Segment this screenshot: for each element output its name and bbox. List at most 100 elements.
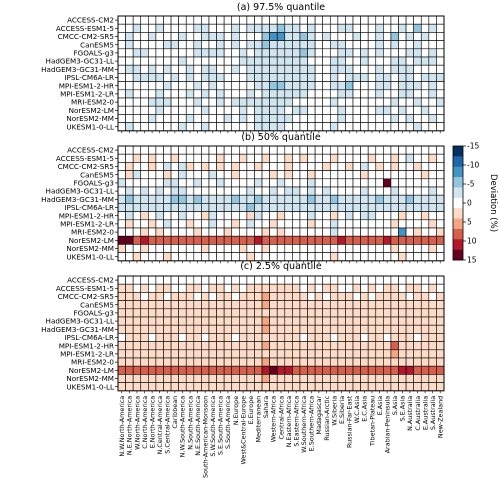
heatmap-cell [337, 292, 346, 301]
heatmap-cell [375, 23, 384, 33]
heatmap-cell [216, 178, 225, 188]
heatmap-cell [201, 252, 210, 262]
heatmap-cell [163, 374, 172, 383]
heatmap-cell [352, 73, 361, 82]
heatmap-cell [117, 89, 126, 99]
heatmap-cell [246, 64, 255, 74]
heatmap-cell [117, 235, 126, 245]
heatmap-cell [239, 324, 248, 334]
heatmap-cell [239, 316, 248, 326]
heatmap-cell [148, 73, 157, 82]
heatmap-cell [216, 105, 225, 115]
heatmap-cell [246, 203, 255, 212]
heatmap-cell [216, 64, 225, 74]
heatmap-cell [299, 374, 308, 383]
heatmap-cell [246, 244, 255, 253]
heatmap-cell [375, 235, 384, 245]
heatmap-cell [254, 97, 263, 107]
heatmap-cell [163, 81, 172, 91]
heatmap-cell [140, 23, 149, 33]
heatmap-cell [383, 227, 392, 237]
heatmap-cell [223, 324, 233, 334]
heatmap-cell [284, 333, 293, 342]
heatmap-cell [360, 153, 369, 163]
heatmap-cell [276, 186, 286, 196]
heatmap-cell [367, 219, 377, 229]
heatmap-cell [329, 40, 339, 50]
heatmap-cell [299, 382, 308, 392]
heatmap-cell [239, 194, 248, 204]
heatmap-cell [269, 341, 278, 351]
heatmap-cell [269, 244, 278, 253]
heatmap-cell [132, 211, 142, 221]
heatmap-cell [239, 341, 248, 351]
heatmap-cell [345, 194, 354, 204]
heatmap-cell [276, 292, 286, 301]
heatmap-cell [360, 186, 369, 196]
heatmap-cell [345, 153, 354, 163]
heatmap-cell [125, 382, 134, 392]
heatmap-cell [405, 48, 414, 58]
heatmap-cell [337, 227, 346, 237]
heatmap-cell [413, 211, 422, 221]
heatmap-cell [140, 292, 149, 301]
heatmap-cell [420, 73, 430, 82]
heatmap-cell [254, 40, 263, 50]
heatmap-cell [223, 382, 233, 392]
heatmap-cell [201, 186, 210, 196]
heatmap-cell [420, 333, 430, 342]
heatmap-cell [398, 275, 407, 285]
heatmap-cell [276, 145, 286, 155]
heatmap-cell [292, 145, 301, 155]
heatmap-cell [284, 48, 293, 58]
heatmap-cell [140, 333, 149, 342]
heatmap-cell [163, 186, 172, 196]
heatmap-cell [299, 349, 308, 359]
heatmap-cell [276, 365, 286, 375]
heatmap-cell [223, 252, 233, 262]
heatmap-cell [231, 324, 240, 334]
heatmap-cell [436, 64, 445, 74]
heatmap-cell [299, 105, 308, 115]
heatmap-cell [322, 324, 331, 334]
heatmap-cell [420, 349, 430, 359]
heatmap-cell [125, 308, 134, 318]
heatmap-cell [420, 105, 430, 115]
heatmap-cell [367, 89, 377, 99]
heatmap-cell [254, 203, 263, 212]
heatmap-cell [132, 32, 142, 41]
heatmap-cell [148, 32, 157, 41]
heatmap-cell [367, 162, 377, 171]
heatmap-cell [436, 341, 445, 351]
heatmap-cell [163, 145, 172, 155]
heatmap-cell [117, 153, 126, 163]
heatmap-cell [322, 23, 331, 33]
heatmap-cell [117, 308, 126, 318]
heatmap-cell [276, 219, 286, 229]
heatmap-cell [292, 203, 301, 212]
heatmap-cell [307, 89, 316, 99]
heatmap-cell [261, 235, 270, 245]
heatmap-cell [155, 114, 164, 123]
heatmap-cell [208, 357, 217, 367]
heatmap-cell [193, 365, 202, 375]
heatmap-cell [216, 170, 225, 180]
heatmap-cell [398, 153, 407, 163]
heatmap-cell [261, 382, 270, 392]
heatmap-cell [170, 153, 179, 163]
panel-title: (b) 50% quantile [241, 132, 320, 143]
heatmap-cell [132, 300, 142, 310]
heatmap-cell [360, 23, 369, 33]
heatmap-cell [436, 97, 445, 107]
model-label: MPI-ESM1-2-HR [59, 211, 114, 220]
heatmap-cell [420, 283, 430, 293]
heatmap-cell [178, 186, 187, 196]
heatmap-cell [345, 97, 354, 107]
heatmap-cell [216, 333, 225, 342]
heatmap-cell [292, 382, 301, 392]
heatmap-cell [185, 105, 195, 115]
heatmap-cell [428, 105, 437, 115]
heatmap-cell [375, 178, 384, 188]
heatmap-cell [405, 73, 414, 82]
heatmap-cell [420, 227, 430, 237]
